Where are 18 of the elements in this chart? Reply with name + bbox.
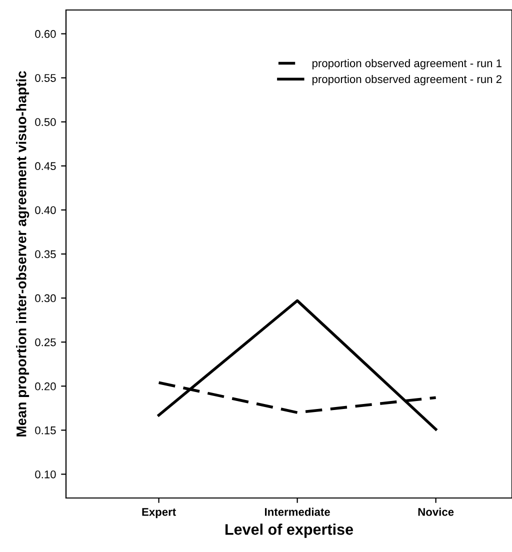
y-tick-label: 0.30 xyxy=(35,294,56,302)
y-tick-label: 0.15 xyxy=(35,426,56,434)
legend-label: proportion observed agreement - run 1 xyxy=(312,59,502,70)
y-tick-label: 0.55 xyxy=(35,74,56,82)
y-tick-label: 0.60 xyxy=(35,30,56,38)
y-tick-label: 0.20 xyxy=(35,382,56,390)
x-tick-label: Expert xyxy=(142,508,176,518)
y-axis-title: Mean proportion inter-observer agreement visuo-haptic xyxy=(16,71,30,436)
y-tick-label: 0.50 xyxy=(35,118,56,126)
x-tick-label: Novice xyxy=(418,508,454,516)
y-tick-label: 0.45 xyxy=(35,162,56,170)
x-axis-title: Level of expertise xyxy=(225,524,354,538)
y-tick-label: 0.10 xyxy=(35,470,56,478)
legend-label: proportion observed agreement - run 2 xyxy=(312,74,502,86)
y-tick-label: 0.25 xyxy=(35,338,56,346)
x-tick-label: Intermediate xyxy=(265,508,330,516)
y-tick-label: 0.35 xyxy=(35,250,56,258)
y-tick-label: 0.40 xyxy=(35,206,56,214)
